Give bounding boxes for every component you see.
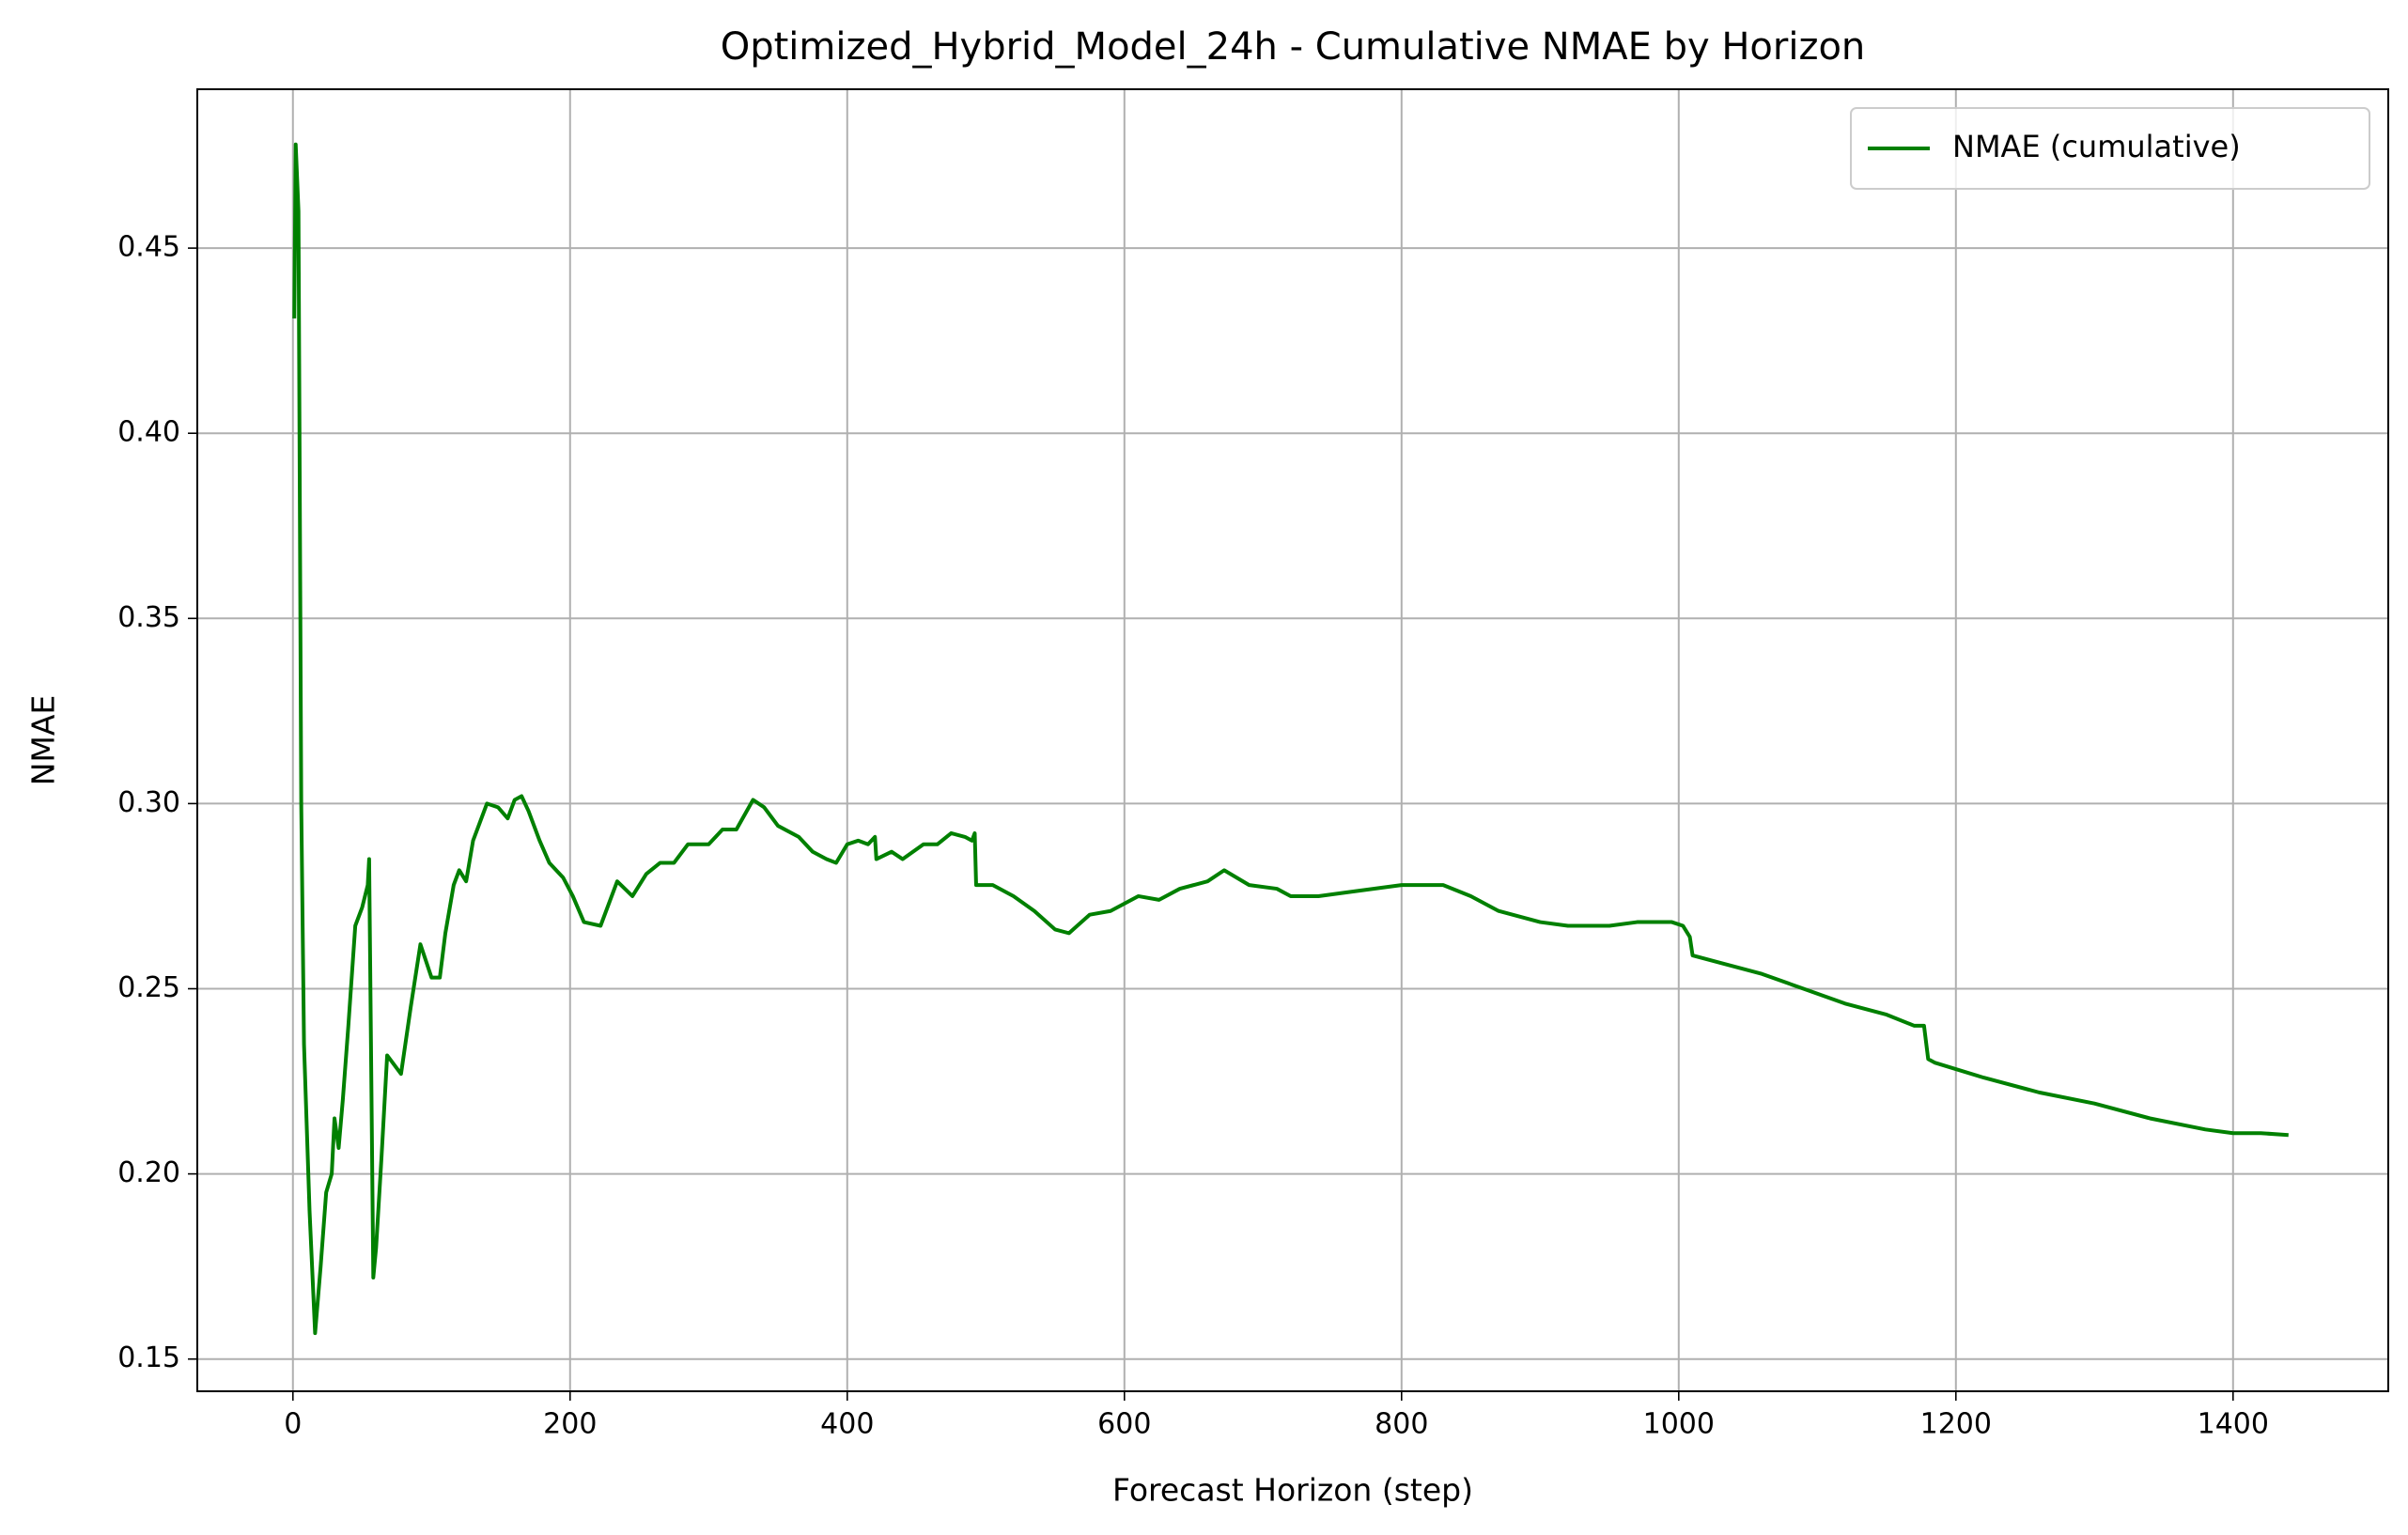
y-tick-label: 0.15 (117, 1341, 180, 1374)
x-tick-label: 1200 (1920, 1408, 1992, 1441)
x-tick-label: 200 (543, 1408, 597, 1441)
legend-label: NMAE (cumulative) (1952, 129, 2241, 164)
y-tick-label: 0.20 (117, 1156, 180, 1189)
line-series (292, 142, 2289, 1336)
y-tick-label: 0.35 (117, 601, 180, 634)
x-tick-label: 800 (1375, 1408, 1428, 1441)
y-tick-label: 0.40 (117, 416, 180, 449)
y-axis-label: NMAE (25, 695, 62, 786)
x-tick-label: 0 (284, 1408, 302, 1441)
chart-title: Optimized_Hybrid_Model_24h - Cumulative … (721, 25, 1866, 69)
x-axis-label: Forecast Horizon (step) (1112, 1472, 1473, 1509)
x-tick-label: 400 (820, 1408, 874, 1441)
y-tick-label: 0.30 (117, 786, 180, 819)
x-tick-label: 1000 (1643, 1408, 1715, 1441)
plot-frame (196, 88, 2389, 1392)
x-tick-label: 1400 (2198, 1408, 2269, 1441)
y-tick-label: 0.45 (117, 231, 180, 264)
y-tick-label: 0.25 (117, 971, 180, 1004)
legend-box (1850, 107, 2370, 190)
x-tick-label: 600 (1097, 1408, 1151, 1441)
